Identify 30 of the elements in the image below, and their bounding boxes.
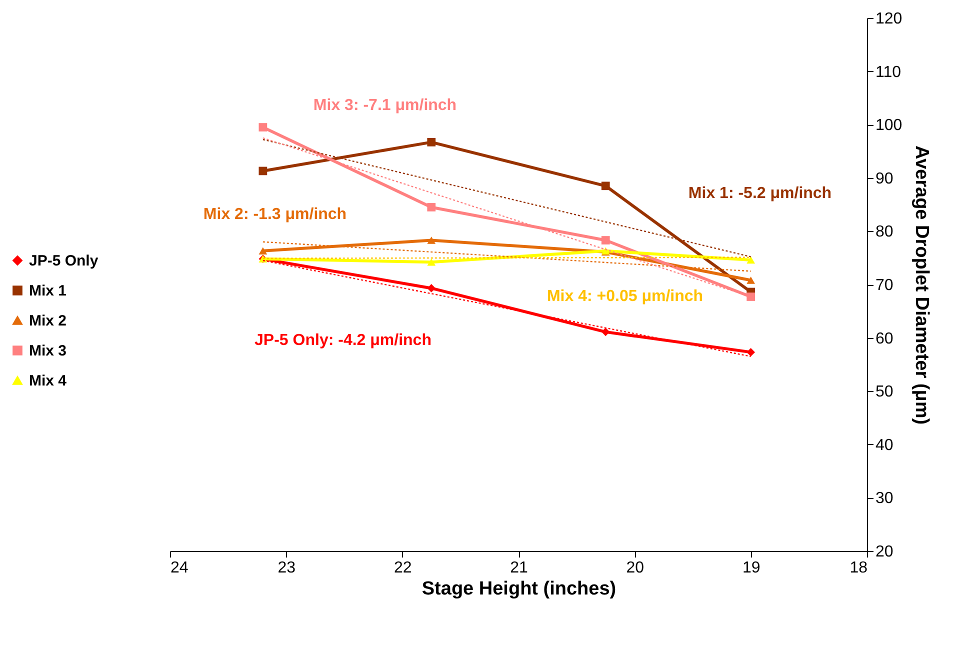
y-tick-label: 40 [876,436,894,454]
legend-label: Mix 3 [29,342,67,360]
x-tick-label: 19 [742,560,760,576]
y-tick-label: 110 [876,64,902,81]
x-tick-label: 24 [170,560,188,576]
annotation: Mix 1: -5.2 μm/inch [688,185,832,202]
annotation: Mix 3: -7.1 μm/inch [313,97,457,114]
x-tick-label: 22 [394,560,412,576]
y-tick-label: 120 [876,10,902,28]
y-tick-label: 60 [876,330,894,348]
x-tick-label: 18 [850,560,868,576]
y-tick-label: 90 [876,170,894,188]
y-tick-label: 80 [876,224,894,241]
y-tick-label: 20 [876,544,894,560]
y-tick-label: 100 [876,117,902,134]
x-tick-label: 23 [278,560,296,576]
annotation: Mix 2: -1.3 μm/inch [203,206,347,223]
y-tick-label: 30 [876,490,894,508]
legend-label: Mix 2 [29,312,67,330]
y-tick-label: 70 [876,277,894,294]
x-tick-label: 20 [626,560,644,576]
annotation: Mix 4: +0.05 μm/inch [546,288,704,305]
x-tick-label: 21 [510,560,528,576]
x-axis-title: Stage Height (inches) [422,578,616,600]
y-axis-title: Average Droplet Diameter (μm) [911,145,932,425]
y-tick-label: 50 [876,384,894,401]
legend-label: Mix 1 [29,282,67,300]
annotation: JP-5 Only: -4.2 μm/inch [254,332,432,349]
legend-label: JP-5 Only [29,252,99,270]
legend-label: Mix 4 [29,372,68,390]
